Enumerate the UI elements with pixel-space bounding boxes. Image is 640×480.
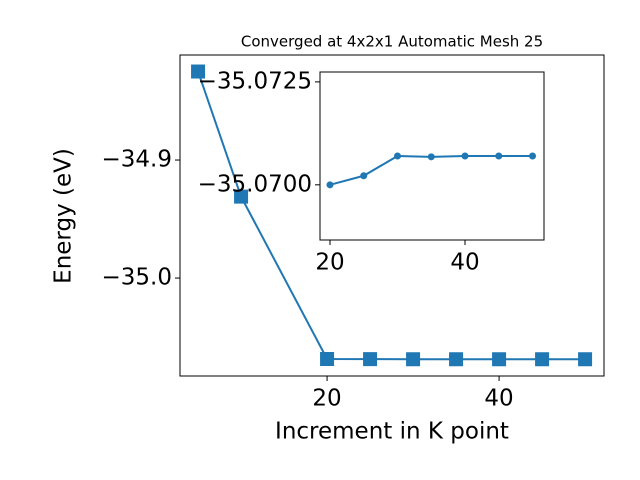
x-tick-label: 20: [315, 250, 344, 276]
marker: [449, 352, 464, 367]
x-axis-label: Increment in K point: [275, 419, 509, 445]
x-tick-label: 40: [450, 250, 479, 276]
marker: [406, 352, 421, 367]
x-tick-label: 20: [312, 386, 341, 412]
y-tick-label: −35.0700: [198, 171, 312, 197]
x-tick-label: 40: [484, 386, 513, 412]
marker: [234, 189, 249, 204]
marker: [529, 152, 537, 160]
marker: [495, 152, 503, 160]
marker: [191, 64, 206, 79]
marker: [363, 352, 378, 367]
marker: [492, 352, 507, 367]
marker: [578, 352, 593, 367]
marker: [535, 352, 550, 367]
marker: [427, 153, 435, 161]
marker: [360, 172, 368, 180]
marker: [320, 352, 335, 367]
marker: [394, 152, 402, 160]
chart-title: Converged at 4x2x1 Automatic Mesh 25: [241, 33, 543, 51]
y-tick-label: −35.0725: [198, 68, 312, 94]
y-tick-label: −35.0: [102, 265, 172, 291]
marker: [326, 181, 334, 189]
marker: [461, 152, 469, 160]
y-axis-label: Energy (eV): [51, 148, 77, 284]
y-tick-label: −34.9: [102, 147, 172, 173]
